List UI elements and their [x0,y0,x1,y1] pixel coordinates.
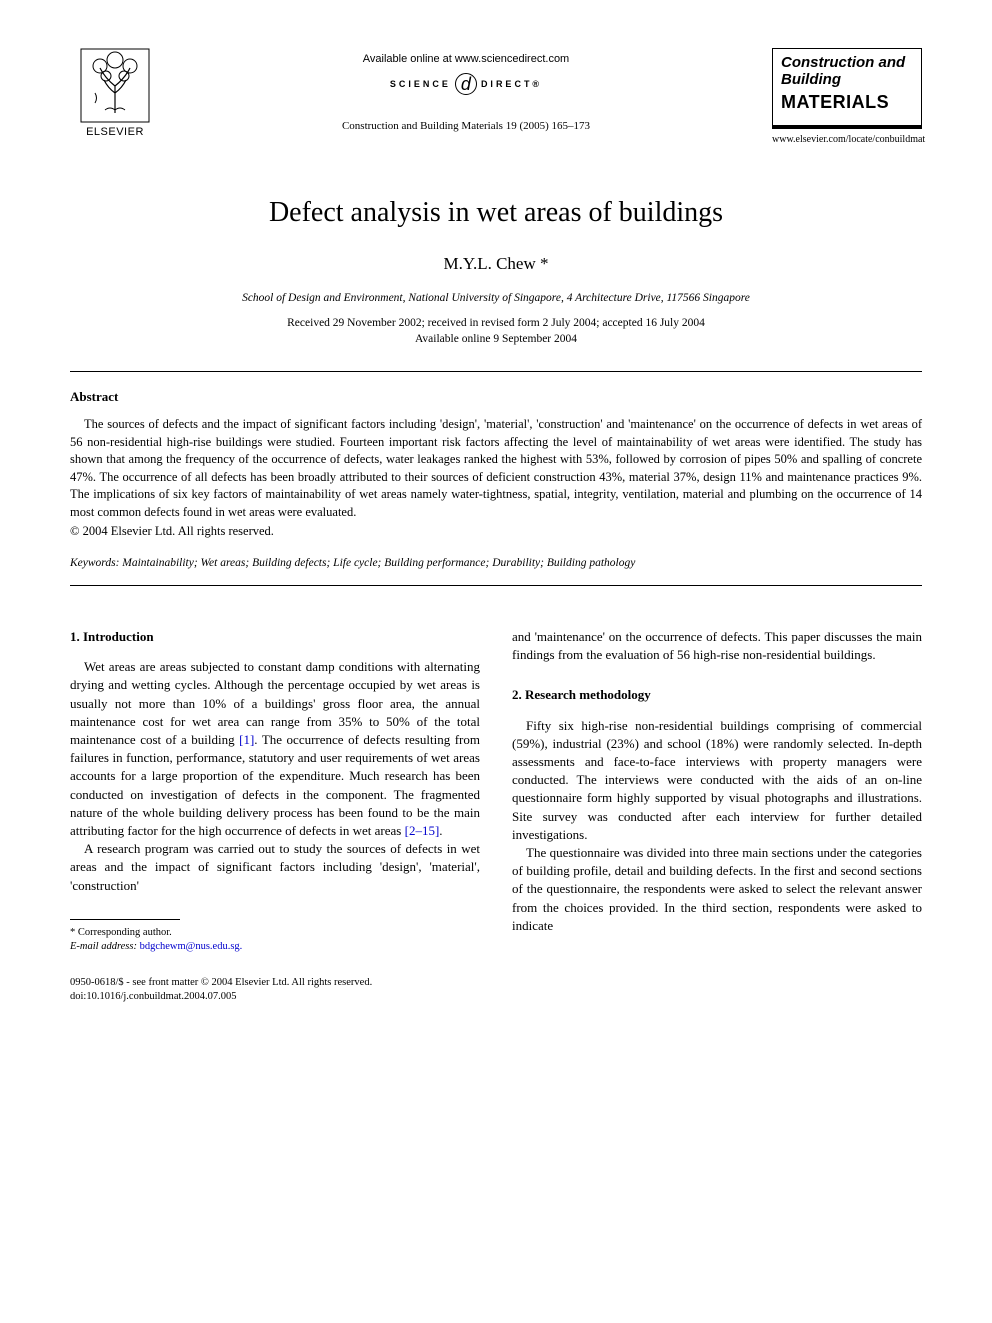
elsevier-tree-icon [80,48,150,123]
section1-para1: Wet areas are areas subjected to constan… [70,658,480,840]
abstract-block: Abstract The sources of defects and the … [70,372,922,585]
ref-link-1[interactable]: [1] [239,732,254,747]
bottom-meta: 0950-0618/$ - see front matter © 2004 El… [70,976,480,1004]
sd-text-right: DIRECT® [481,78,542,91]
journal-title-line1: Construction and Building [781,55,913,88]
author-name: M.Y.L. Chew * [70,252,922,276]
footnote-block: * Corresponding author. E-mail address: … [70,926,480,954]
abstract-heading: Abstract [70,388,922,406]
author-email-link[interactable]: bdgchewm@nus.edu.sg. [140,941,243,952]
journal-citation: Construction and Building Materials 19 (… [342,119,590,134]
column-left: 1. Introduction Wet areas are areas subj… [70,628,480,1004]
email-line: E-mail address: bdgchewm@nus.edu.sg. [70,940,480,954]
col2-continuation: and 'maintenance' on the occurrence of d… [512,628,922,664]
keywords-line: Keywords: Maintainability; Wet areas; Bu… [70,555,922,571]
section2-para1: Fifty six high-rise non-residential buil… [512,717,922,844]
front-matter-line: 0950-0618/$ - see front matter © 2004 El… [70,976,480,990]
keywords-values: Maintainability; Wet areas; Building def… [122,557,635,569]
dates-line2: Available online 9 September 2004 [415,333,577,345]
section1-heading: 1. Introduction [70,628,480,646]
section2-heading: 2. Research methodology [512,686,922,704]
journal-title-line2: MATERIALS [781,90,913,115]
publisher-block: ELSEVIER [70,48,160,140]
journal-title-block: Construction and Building MATERIALS www.… [772,48,922,147]
publisher-name: ELSEVIER [86,125,144,140]
rule-bottom [70,585,922,586]
journal-url: www.elsevier.com/locate/conbuildmat [772,133,922,147]
sciencedirect-logo: SCIENCE d DIRECT® [390,73,542,95]
abstract-text: The sources of defects and the impact of… [70,416,922,521]
footnote-rule [70,919,180,920]
sd-text-left: SCIENCE [390,78,451,91]
email-label: E-mail address: [70,941,137,952]
doi-line: doi:10.1016/j.conbuildmat.2004.07.005 [70,990,480,1004]
body-columns: 1. Introduction Wet areas are areas subj… [70,628,922,1004]
section2-para2: The questionnaire was divided into three… [512,844,922,935]
keywords-label: Keywords: [70,557,119,569]
available-online-text: Available online at www.sciencedirect.co… [363,52,569,67]
column-right: and 'maintenance' on the occurrence of d… [512,628,922,1004]
s1p1c: . [439,823,442,838]
abstract-copyright: © 2004 Elsevier Ltd. All rights reserved… [70,523,922,541]
author-affiliation: School of Design and Environment, Nation… [70,290,922,306]
article-title: Defect analysis in wet areas of building… [70,193,922,232]
dates-line1: Received 29 November 2002; received in r… [287,317,705,329]
ref-link-2-15[interactable]: [2–15] [405,823,440,838]
section1-para2: A research program was carried out to st… [70,840,480,895]
journal-title-box: Construction and Building MATERIALS [772,48,922,129]
corresponding-author-note: * Corresponding author. [70,926,480,940]
article-dates: Received 29 November 2002; received in r… [70,316,922,347]
sd-at-icon: d [455,73,477,95]
journal-header: ELSEVIER Available online at www.science… [70,48,922,147]
header-center: Available online at www.sciencedirect.co… [160,48,772,135]
